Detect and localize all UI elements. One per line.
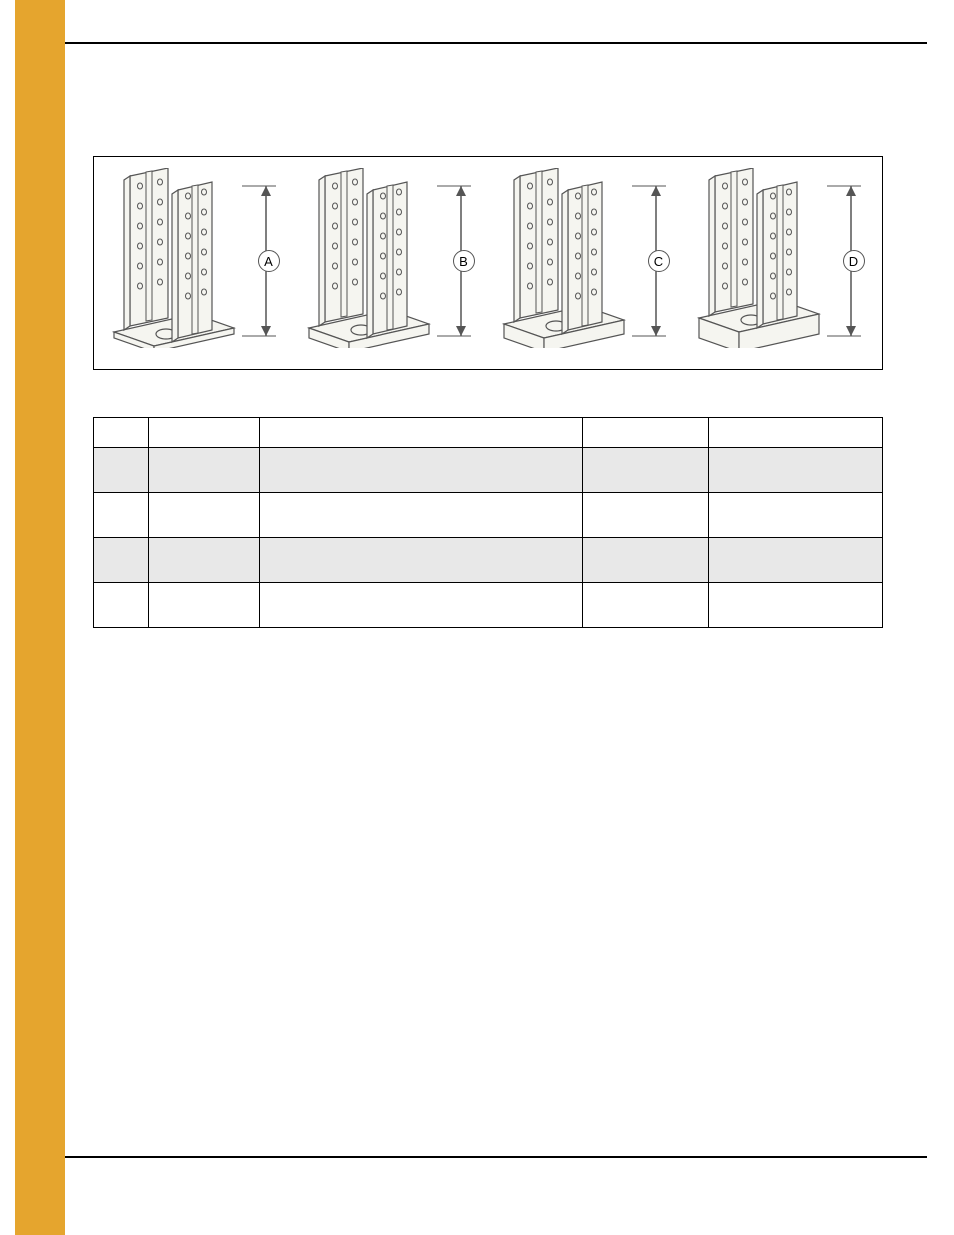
bracket-figure-a: A	[106, 168, 286, 358]
dim-label-d: D	[843, 250, 865, 272]
table-cell	[259, 448, 582, 493]
bracket-figure-c: C	[496, 168, 676, 358]
table-cell	[94, 538, 149, 583]
table-cell	[149, 583, 259, 628]
table-header	[149, 418, 259, 448]
table-cell	[583, 448, 709, 493]
spec-table	[93, 417, 883, 628]
table-cell	[94, 448, 149, 493]
top-horizontal-rule	[65, 42, 927, 44]
table-cell	[259, 493, 582, 538]
table-row	[94, 448, 883, 493]
table-cell	[94, 493, 149, 538]
table-cell	[259, 538, 582, 583]
dim-label-c: C	[648, 250, 670, 272]
table-cell	[259, 583, 582, 628]
table-cell	[94, 583, 149, 628]
table-row	[94, 493, 883, 538]
dim-label-b: B	[453, 250, 475, 272]
table-header	[94, 418, 149, 448]
table-header	[259, 418, 582, 448]
table-cell	[583, 538, 709, 583]
bracket-figure-d: D	[691, 168, 871, 358]
figure-brackets-box: A B	[93, 156, 883, 370]
table-header	[709, 418, 883, 448]
table-cell	[149, 493, 259, 538]
bottom-horizontal-rule	[65, 1156, 927, 1158]
table-cell	[709, 583, 883, 628]
table-row	[94, 538, 883, 583]
spec-table-wrap	[93, 417, 883, 628]
table-cell	[149, 538, 259, 583]
table-cell	[709, 493, 883, 538]
table-row	[94, 583, 883, 628]
table-cell	[149, 448, 259, 493]
dim-label-a: A	[258, 250, 280, 272]
table-cell	[709, 538, 883, 583]
table-header	[583, 418, 709, 448]
left-sidebar	[15, 0, 65, 1235]
table-cell	[709, 448, 883, 493]
bracket-figure-b: B	[301, 168, 481, 358]
table-cell	[583, 583, 709, 628]
table-cell	[583, 493, 709, 538]
